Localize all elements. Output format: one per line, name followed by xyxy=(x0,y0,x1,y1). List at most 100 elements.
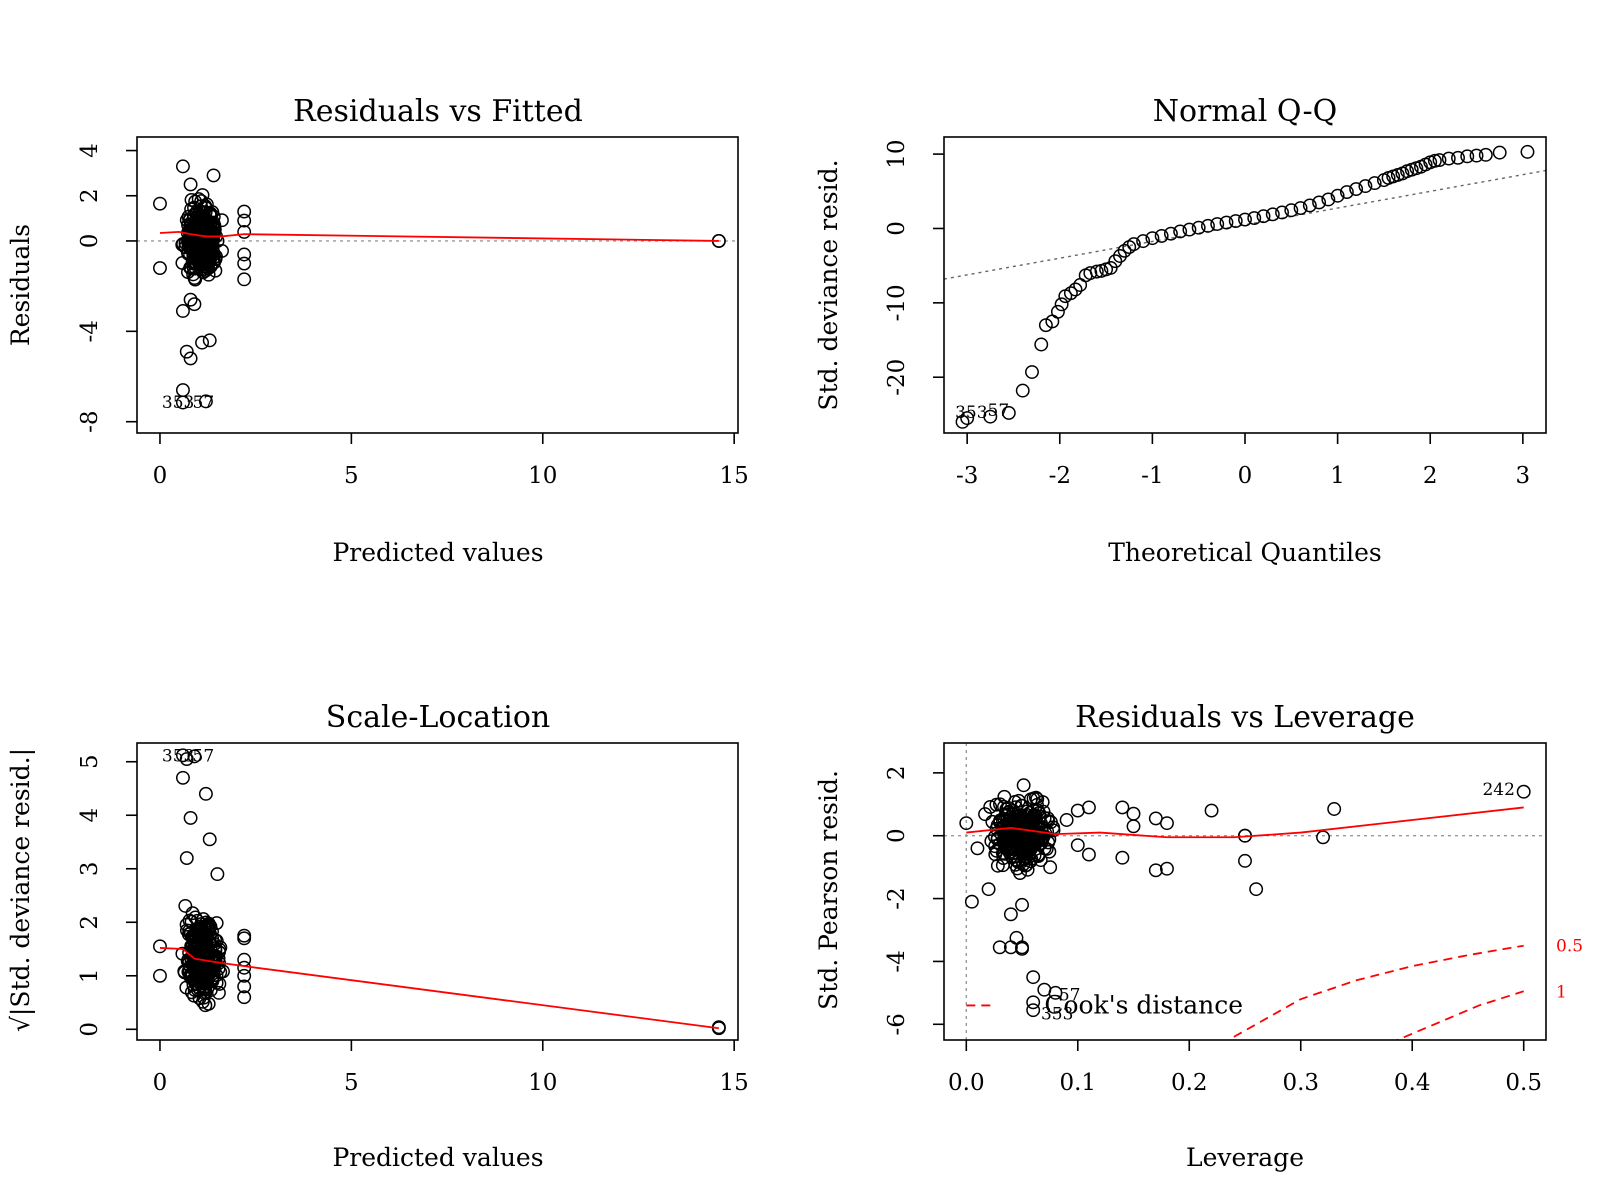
point-label: 353 xyxy=(1041,1005,1073,1025)
data-point xyxy=(997,836,1012,851)
data-point xyxy=(179,344,194,359)
data-point xyxy=(1469,148,1484,163)
data-point xyxy=(1050,304,1065,319)
y-tick-label: 3 xyxy=(77,861,103,876)
data-point xyxy=(1030,797,1044,812)
data-point xyxy=(1358,179,1373,194)
legend: Cook's distance xyxy=(966,990,1243,1019)
data-point xyxy=(1163,226,1178,241)
data-point xyxy=(1136,234,1151,249)
data-point xyxy=(153,939,167,954)
x-tick-label: 15 xyxy=(720,463,749,489)
data-point xyxy=(186,267,201,282)
plot-frame xyxy=(136,136,739,434)
data-point xyxy=(983,409,998,424)
data-point xyxy=(237,931,252,946)
smoother-line xyxy=(159,230,719,242)
data-point xyxy=(1033,853,1048,868)
data-point xyxy=(196,942,211,957)
data-point xyxy=(198,980,213,995)
data-point xyxy=(997,789,1012,804)
cooks-distance-contour xyxy=(1395,990,1524,1040)
panel-scale-location: Scale-Location Predicted values √|Std. d… xyxy=(6,700,749,1172)
y-tick-label: -4 xyxy=(884,950,910,972)
data-point xyxy=(1025,365,1039,379)
y-axis-label: Residuals xyxy=(6,224,35,346)
data-point xyxy=(1256,209,1271,224)
data-point xyxy=(198,786,213,801)
plot-frame xyxy=(943,742,1547,1041)
x-tick-label: 15 xyxy=(720,1070,749,1096)
data-point xyxy=(178,898,193,913)
data-point xyxy=(1284,203,1299,218)
data-point xyxy=(237,968,252,983)
data-point xyxy=(1275,205,1289,220)
panel-residuals-vs-leverage: Residuals vs Leverage Leverage Std. Pear… xyxy=(814,700,1583,1172)
point-label: 57 xyxy=(193,393,215,413)
data-point xyxy=(1026,1003,1041,1018)
data-point xyxy=(1460,149,1475,164)
data-point xyxy=(237,213,252,228)
data-point xyxy=(181,964,196,979)
data-point xyxy=(1228,214,1243,228)
y-axis-label: Std. Pearson resid. xyxy=(814,770,843,1010)
data-point xyxy=(1145,231,1160,246)
x-tick-label: 2 xyxy=(1423,463,1438,489)
data-point xyxy=(1034,836,1049,851)
y-tick-label: 1 xyxy=(77,968,103,983)
y-tick-label: 10 xyxy=(884,139,910,168)
data-point xyxy=(183,177,198,192)
data-point xyxy=(1048,985,1063,1000)
data-point xyxy=(1210,217,1225,231)
data-point xyxy=(992,940,1007,955)
data-point xyxy=(175,770,190,785)
data-point xyxy=(1054,297,1069,312)
data-point xyxy=(205,238,220,252)
panel-title: Scale-Location xyxy=(326,700,550,735)
x-axis-label: Theoretical Quantiles xyxy=(1108,538,1382,567)
data-point xyxy=(1063,286,1078,301)
data-point xyxy=(1022,805,1037,820)
y-tick-label: 2 xyxy=(77,915,103,930)
data-point xyxy=(1191,220,1206,235)
data-point xyxy=(1126,819,1141,834)
data-point xyxy=(212,942,227,957)
y-axis-label: Std. deviance resid. xyxy=(814,159,843,410)
point-label: 353 xyxy=(162,393,194,413)
data-point xyxy=(237,204,252,219)
y-tick-label: 4 xyxy=(77,143,103,158)
data-point xyxy=(1026,995,1041,1010)
data-point xyxy=(1293,201,1308,215)
x-tick-label: 5 xyxy=(344,1070,359,1096)
data-point xyxy=(1478,147,1493,162)
legend-label: Cook's distance xyxy=(1044,990,1243,1019)
data-point xyxy=(237,272,252,287)
data-point xyxy=(1154,228,1169,243)
panel-normal-qq: Normal Q-Q Theoretical Quantiles Std. de… xyxy=(814,94,1547,567)
cook-contour-label: 0.5 xyxy=(1556,937,1583,957)
data-point xyxy=(1238,853,1252,868)
y-tick-label: -4 xyxy=(77,320,103,342)
point-label: 57 xyxy=(193,747,215,767)
data-point xyxy=(196,205,211,220)
data-point xyxy=(237,979,252,994)
point-label: 57 xyxy=(1059,986,1081,1006)
panel-title: Normal Q-Q xyxy=(1153,94,1338,129)
data-point xyxy=(1160,861,1174,876)
data-point xyxy=(1026,970,1041,985)
cooks-distance-contour xyxy=(1233,944,1524,1038)
data-point xyxy=(1070,838,1085,853)
data-point xyxy=(970,841,985,856)
data-point xyxy=(985,814,1000,829)
cook-contour-label: 1 xyxy=(1556,982,1567,1002)
data-point xyxy=(237,224,252,239)
data-point xyxy=(1059,813,1074,827)
x-tick-label: 0.2 xyxy=(1171,1070,1208,1096)
x-tick-label: 0.0 xyxy=(948,1070,985,1096)
data-point xyxy=(179,851,194,866)
panel-residuals-vs-fitted: Residuals vs Fitted Predicted values Res… xyxy=(6,94,749,567)
data-point xyxy=(1043,860,1058,875)
x-tick-label: 0.3 xyxy=(1282,1070,1319,1096)
data-point xyxy=(1182,222,1197,237)
